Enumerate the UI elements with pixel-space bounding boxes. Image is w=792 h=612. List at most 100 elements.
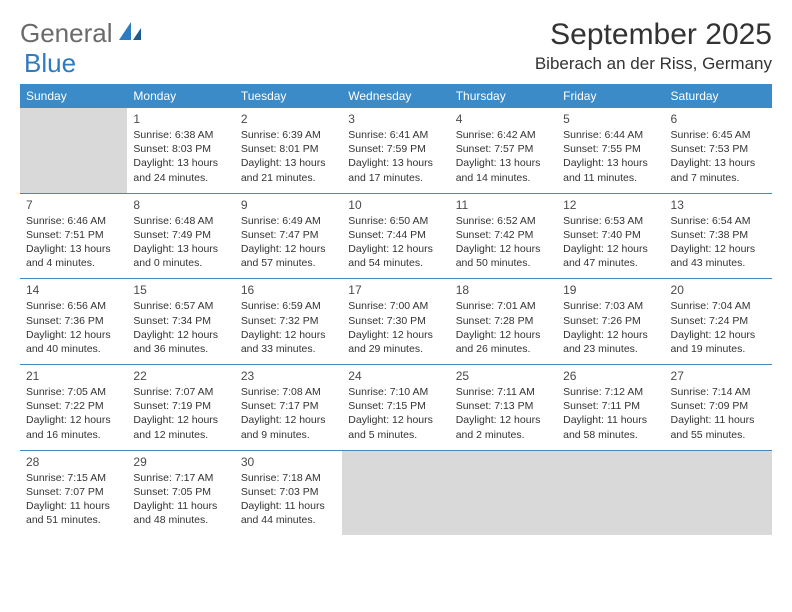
calendar-day-cell: 13 Sunrise: 6:54 AMSunset: 7:38 PMDayligh… [665, 193, 772, 279]
calendar-day-cell: 23Sunrise: 7:08 AMSunset: 7:17 PMDayligh… [235, 365, 342, 451]
calendar-day-cell [342, 450, 449, 535]
day-number: 17 [348, 283, 443, 297]
calendar-day-cell: 7 Sunrise: 6:46 AMSunset: 7:51 PMDaylight… [20, 193, 127, 279]
day-number: 9 [241, 198, 336, 212]
calendar-day-cell: 20Sunrise: 7:04 AMSunset: 7:24 PMDayligh… [665, 279, 772, 365]
calendar-day-cell [450, 450, 557, 535]
calendar-day-cell: 24 Sunrise: 7:10 AMSunset: 7:15 PMDayligh… [342, 365, 449, 451]
day-info: Sunrise: 7:18 AMSunset: 7:03 PMDaylight:… [241, 471, 336, 528]
location: Biberach an der Riss, Germany [535, 54, 772, 74]
weekday-header: Friday [557, 84, 664, 108]
day-info: Sunrise: 7:07 AMSunset: 7:19 PMDaylight:… [133, 385, 228, 442]
calendar-day-cell: 10 Sunrise: 6:50 AMSunset: 7:44 PMDayligh… [342, 193, 449, 279]
day-number: 1 [133, 112, 228, 126]
calendar-day-cell: 15Sunrise: 6:57 AMSunset: 7:34 PMDayligh… [127, 279, 234, 365]
day-number: 30 [241, 455, 336, 469]
day-number: 27 [671, 369, 766, 383]
day-info: Sunrise: 6:57 AMSunset: 7:34 PMDaylight:… [133, 299, 228, 356]
day-info: Sunrise: 6:45 AMSunset: 7:53 PMDaylight:… [671, 128, 766, 185]
calendar-day-cell: 1 Sunrise: 6:38 AMSunset: 8:03 PMDaylight… [127, 108, 234, 193]
header: General September 2025 Biberach an der R… [20, 18, 772, 74]
weekday-header: Thursday [450, 84, 557, 108]
day-info: Sunrise: 7:14 AMSunset: 7:09 PMDaylight:… [671, 385, 766, 442]
weekday-header: Tuesday [235, 84, 342, 108]
day-number: 26 [563, 369, 658, 383]
day-info: Sunrise: 6:42 AMSunset: 7:57 PMDaylight:… [456, 128, 551, 185]
day-number: 21 [26, 369, 121, 383]
day-number: 10 [348, 198, 443, 212]
calendar-day-cell [665, 450, 772, 535]
calendar-day-cell: 6 Sunrise: 6:45 AMSunset: 7:53 PMDaylight… [665, 108, 772, 193]
day-info: Sunrise: 7:05 AMSunset: 7:22 PMDaylight:… [26, 385, 121, 442]
calendar-day-cell: 30 Sunrise: 7:18 AMSunset: 7:03 PMDayligh… [235, 450, 342, 535]
day-info: Sunrise: 6:50 AMSunset: 7:44 PMDaylight:… [348, 214, 443, 271]
day-number: 29 [133, 455, 228, 469]
calendar-day-cell: 12Sunrise: 6:53 AMSunset: 7:40 PMDayligh… [557, 193, 664, 279]
day-number: 8 [133, 198, 228, 212]
calendar-day-cell: 26 Sunrise: 7:12 AMSunset: 7:11 PMDayligh… [557, 365, 664, 451]
day-info: Sunrise: 7:03 AMSunset: 7:26 PMDaylight:… [563, 299, 658, 356]
calendar-day-cell: 28Sunrise: 7:15 AMSunset: 7:07 PMDayligh… [20, 450, 127, 535]
calendar-week-row: 14 Sunrise: 6:56 AMSunset: 7:36 PMDayligh… [20, 279, 772, 365]
weekday-header: Monday [127, 84, 234, 108]
calendar-day-cell: 16Sunrise: 6:59 AMSunset: 7:32 PMDayligh… [235, 279, 342, 365]
calendar-day-cell: 22 Sunrise: 7:07 AMSunset: 7:19 PMDayligh… [127, 365, 234, 451]
day-number: 18 [456, 283, 551, 297]
calendar-day-cell [20, 108, 127, 193]
day-number: 3 [348, 112, 443, 126]
day-number: 2 [241, 112, 336, 126]
calendar-day-cell: 18 Sunrise: 7:01 AMSunset: 7:28 PMDayligh… [450, 279, 557, 365]
calendar-day-cell: 27 Sunrise: 7:14 AMSunset: 7:09 PMDayligh… [665, 365, 772, 451]
day-info: Sunrise: 6:41 AMSunset: 7:59 PMDaylight:… [348, 128, 443, 185]
day-number: 11 [456, 198, 551, 212]
calendar-day-cell: 21 Sunrise: 7:05 AMSunset: 7:22 PMDayligh… [20, 365, 127, 451]
day-number: 13 [671, 198, 766, 212]
logo-sail-icon [117, 18, 143, 49]
calendar-day-cell: 25 Sunrise: 7:11 AMSunset: 7:13 PMDayligh… [450, 365, 557, 451]
day-info: Sunrise: 7:10 AMSunset: 7:15 PMDaylight:… [348, 385, 443, 442]
day-info: Sunrise: 6:46 AMSunset: 7:51 PMDaylight:… [26, 214, 121, 271]
day-number: 4 [456, 112, 551, 126]
calendar-day-cell: 17 Sunrise: 7:00 AMSunset: 7:30 PMDayligh… [342, 279, 449, 365]
day-info: Sunrise: 7:01 AMSunset: 7:28 PMDaylight:… [456, 299, 551, 356]
calendar-day-cell [557, 450, 664, 535]
day-info: Sunrise: 6:54 AMSunset: 7:38 PMDaylight:… [671, 214, 766, 271]
month-title: September 2025 [535, 18, 772, 52]
day-info: Sunrise: 7:08 AMSunset: 7:17 PMDaylight:… [241, 385, 336, 442]
day-number: 12 [563, 198, 658, 212]
day-number: 22 [133, 369, 228, 383]
day-info: Sunrise: 7:12 AMSunset: 7:11 PMDaylight:… [563, 385, 658, 442]
logo-text-blue: Blue [24, 48, 76, 79]
logo-text-gray: General [20, 18, 113, 49]
calendar-day-cell: 3 Sunrise: 6:41 AMSunset: 7:59 PMDaylight… [342, 108, 449, 193]
day-info: Sunrise: 6:44 AMSunset: 7:55 PMDaylight:… [563, 128, 658, 185]
calendar-day-cell: 5Sunrise: 6:44 AMSunset: 7:55 PMDaylight… [557, 108, 664, 193]
calendar-week-row: 21 Sunrise: 7:05 AMSunset: 7:22 PMDayligh… [20, 365, 772, 451]
day-info: Sunrise: 6:38 AMSunset: 8:03 PMDaylight:… [133, 128, 228, 185]
calendar-table: Sunday Monday Tuesday Wednesday Thursday… [20, 84, 772, 535]
calendar-day-cell: 2 Sunrise: 6:39 AMSunset: 8:01 PMDaylight… [235, 108, 342, 193]
day-info: Sunrise: 6:49 AMSunset: 7:47 PMDaylight:… [241, 214, 336, 271]
calendar-day-cell: 8 Sunrise: 6:48 AMSunset: 7:49 PMDaylight… [127, 193, 234, 279]
day-info: Sunrise: 7:00 AMSunset: 7:30 PMDaylight:… [348, 299, 443, 356]
day-info: Sunrise: 6:59 AMSunset: 7:32 PMDaylight:… [241, 299, 336, 356]
calendar-week-row: 28Sunrise: 7:15 AMSunset: 7:07 PMDayligh… [20, 450, 772, 535]
calendar-week-row: 1 Sunrise: 6:38 AMSunset: 8:03 PMDaylight… [20, 108, 772, 193]
weekday-header: Wednesday [342, 84, 449, 108]
day-info: Sunrise: 7:15 AMSunset: 7:07 PMDaylight:… [26, 471, 121, 528]
title-block: September 2025 Biberach an der Riss, Ger… [535, 18, 772, 74]
calendar-day-cell: 19Sunrise: 7:03 AMSunset: 7:26 PMDayligh… [557, 279, 664, 365]
day-number: 6 [671, 112, 766, 126]
day-info: Sunrise: 6:39 AMSunset: 8:01 PMDaylight:… [241, 128, 336, 185]
day-number: 7 [26, 198, 121, 212]
day-number: 25 [456, 369, 551, 383]
day-info: Sunrise: 6:56 AMSunset: 7:36 PMDaylight:… [26, 299, 121, 356]
day-info: Sunrise: 6:48 AMSunset: 7:49 PMDaylight:… [133, 214, 228, 271]
day-info: Sunrise: 7:11 AMSunset: 7:13 PMDaylight:… [456, 385, 551, 442]
weekday-header-row: Sunday Monday Tuesday Wednesday Thursday… [20, 84, 772, 108]
logo: General [20, 18, 145, 49]
calendar-day-cell: 9 Sunrise: 6:49 AMSunset: 7:47 PMDaylight… [235, 193, 342, 279]
day-number: 24 [348, 369, 443, 383]
calendar-day-cell: 4 Sunrise: 6:42 AMSunset: 7:57 PMDaylight… [450, 108, 557, 193]
day-number: 14 [26, 283, 121, 297]
